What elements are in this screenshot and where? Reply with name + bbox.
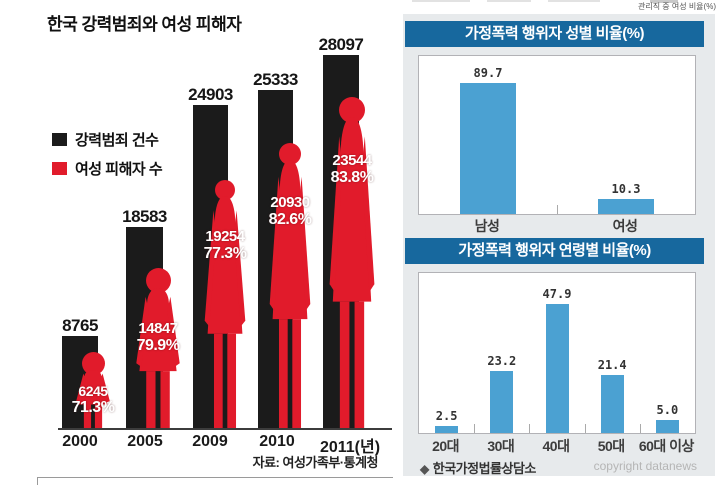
crime-legend-swatch xyxy=(52,133,67,146)
woman-pictogram-icon xyxy=(69,370,117,428)
victim-value-line: 83.8% xyxy=(330,169,374,187)
top-right-note: 관리직 중 여성 비율(%) xyxy=(638,2,716,11)
category-label: 40대 xyxy=(542,438,570,454)
woman-pictogram-icon xyxy=(320,117,384,428)
crime-count-label: 8765 xyxy=(62,316,98,335)
axis-tick xyxy=(585,424,586,433)
victim-count-label: 14847 79.9% xyxy=(108,320,208,355)
victim-value-line: 20930 xyxy=(270,194,310,211)
copyright-label: copyright datanews xyxy=(593,459,697,473)
diamond-bullet-icon: ◆ xyxy=(420,462,429,476)
cropped-artifact xyxy=(548,0,600,2)
category-label: 30대 xyxy=(487,438,515,454)
victim-value-line: 82.6% xyxy=(268,211,312,229)
category-label: 여성 xyxy=(612,218,638,234)
left-chart-legend: 강력범죄 건수 여성 피해자 수 xyxy=(52,129,163,179)
category-label: 60대 이상 xyxy=(638,438,695,454)
victim-legend-label: 여성 피해자 수 xyxy=(75,161,163,178)
victim-count-label: 19254 77.3% xyxy=(175,228,275,263)
victim-value-line: 23544 xyxy=(332,152,372,169)
x-axis-year-label: 2009 xyxy=(192,433,228,450)
category-label: 남성 xyxy=(474,218,500,234)
left-chart-source: 자료: 여성가족부·통계청 xyxy=(252,455,379,470)
right-panel-source-label: 한국가정법률상담소 xyxy=(432,461,537,476)
crime-count-label: 24903 xyxy=(188,85,233,104)
legend-item-victims: 여성 피해자 수 xyxy=(52,158,163,179)
x-axis-year-label: 2005 xyxy=(127,433,163,450)
crime-count-label: 28097 xyxy=(318,35,364,54)
left-chart-title: 한국 강력범죄와 여성 피해자 xyxy=(47,15,242,34)
victim-count-label: 6245 71.3% xyxy=(43,383,143,417)
value-bar xyxy=(655,420,679,433)
victim-value-line: 19254 xyxy=(205,228,245,245)
gender-chart-plot: 89.7 10.3 xyxy=(418,55,696,215)
victim-count-label: 23544 83.8% xyxy=(302,152,402,187)
legend-item-crimes: 강력범죄 건수 xyxy=(52,129,162,150)
bar-value-label: 5.0 xyxy=(656,403,679,417)
axis-tick xyxy=(557,205,558,214)
cropped-box-edge xyxy=(37,477,393,478)
gender-chart-title: 가정폭력 행위자 성별 비율(%) xyxy=(405,21,704,47)
woman-pictogram-icon xyxy=(127,288,189,428)
value-bar xyxy=(545,304,569,433)
woman-pictogram-head xyxy=(279,143,301,165)
cropped-artifact xyxy=(487,0,531,2)
victim-value-line: 71.3% xyxy=(71,399,115,417)
value-bar xyxy=(598,199,654,214)
victim-value-line: 14847 xyxy=(138,320,178,337)
bar-value-label: 21.4 xyxy=(597,358,627,372)
woman-pictogram-head xyxy=(215,180,235,200)
value-bar xyxy=(490,371,514,433)
bar-value-label: 2.5 xyxy=(435,409,458,423)
category-label: 50대 xyxy=(597,438,625,454)
crime-legend-label: 강력범죄 건수 xyxy=(75,132,159,149)
victim-value-line: 6245 xyxy=(78,383,108,399)
woman-pictogram-icon xyxy=(261,160,319,428)
crime-count-label: 25333 xyxy=(253,70,298,89)
cropped-artifact xyxy=(412,0,470,2)
x-axis-line xyxy=(58,428,392,430)
victim-legend-swatch xyxy=(52,162,67,175)
value-bar xyxy=(435,426,459,433)
victim-value-line: 77.3% xyxy=(203,245,247,263)
bar-value-label: 23.2 xyxy=(487,354,517,368)
category-label: 20대 xyxy=(432,438,460,454)
woman-pictogram-icon xyxy=(196,196,254,428)
axis-tick xyxy=(529,424,530,433)
bar-value-label: 10.3 xyxy=(611,182,641,196)
woman-pictogram-head xyxy=(81,352,105,375)
right-panel-source: ◆ 한국가정법률상담소 xyxy=(420,458,536,477)
cropped-box-edge-corner xyxy=(37,477,38,485)
x-axis-year-label: 2000 xyxy=(62,433,98,450)
x-axis-year-label: 2010 xyxy=(259,433,295,450)
victim-value-line: 79.9% xyxy=(136,337,180,355)
axis-tick xyxy=(474,424,475,433)
value-bar xyxy=(600,375,624,433)
axis-tick xyxy=(640,424,641,433)
age-chart-title: 가정폭력 행위자 연령별 비율(%) xyxy=(405,238,704,264)
bar-value-label: 89.7 xyxy=(473,66,503,80)
victim-count-label: 20930 82.6% xyxy=(240,194,340,229)
bar-value-label: 47.9 xyxy=(542,287,572,301)
age-chart-plot: 2.5 23.2 47.9 21.4 5.0 xyxy=(418,272,696,434)
x-axis-year-label: 2011(년) xyxy=(319,439,381,456)
cropped-artifact xyxy=(650,0,678,3)
crime-count-label: 18583 xyxy=(122,207,167,226)
value-bar xyxy=(460,83,516,214)
